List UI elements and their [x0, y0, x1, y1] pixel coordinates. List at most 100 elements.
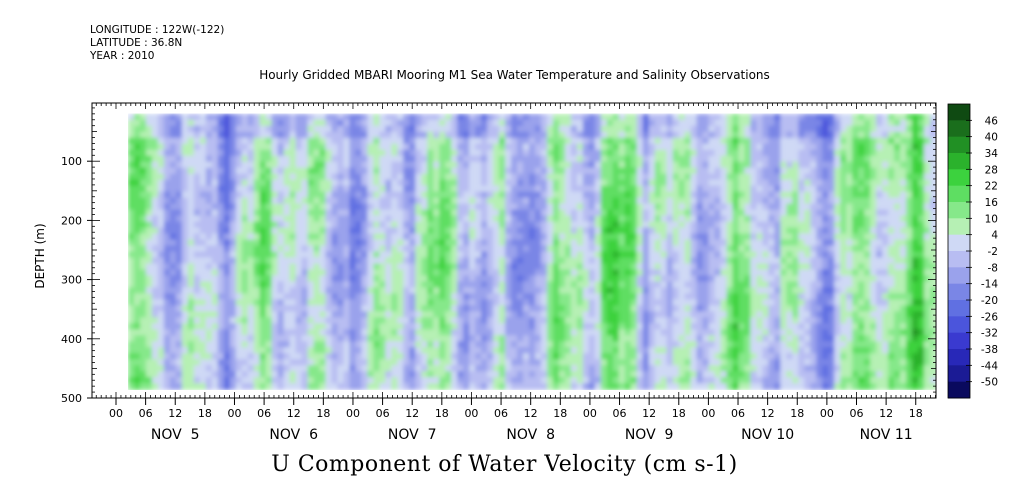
- heatmap-cell: [421, 281, 429, 289]
- heatmap-cell: [439, 197, 447, 205]
- heatmap-cell: [481, 221, 489, 229]
- heatmap-cell: [241, 311, 249, 319]
- heatmap-cell: [606, 161, 614, 169]
- heatmap-cell: [666, 197, 674, 205]
- heatmap-cell: [493, 281, 500, 289]
- heatmap-cell: [696, 287, 704, 295]
- heatmap-cell: [145, 371, 153, 379]
- heatmap-cell: [774, 161, 782, 169]
- heatmap-cell: [145, 149, 153, 157]
- heatmap-cell: [481, 263, 489, 271]
- heatmap-cell: [714, 179, 722, 187]
- heatmap-cell: [660, 203, 668, 211]
- heatmap-cell: [139, 119, 147, 127]
- heatmap-cell: [385, 251, 393, 259]
- heatmap-cell: [169, 287, 177, 295]
- heatmap-cell: [289, 203, 297, 211]
- heatmap-cell: [540, 215, 548, 223]
- heatmap-cell: [295, 353, 303, 361]
- heatmap-cell: [241, 155, 249, 163]
- heatmap-cell: [714, 143, 722, 151]
- heatmap-cell: [648, 203, 656, 211]
- heatmap-cell: [343, 257, 351, 265]
- heatmap-cell: [205, 317, 213, 325]
- heatmap-cell: [355, 161, 363, 169]
- heatmap-cell: [331, 119, 339, 127]
- heatmap-cell: [487, 347, 494, 355]
- heatmap-cell: [361, 377, 369, 385]
- heatmap-cell: [732, 125, 740, 133]
- heatmap-cell: [546, 287, 554, 295]
- heatmap-cell: [187, 203, 195, 211]
- heatmap-cell: [475, 131, 483, 139]
- heatmap-cell: [307, 239, 315, 247]
- heatmap-cell: [672, 239, 680, 247]
- heatmap-cell: [367, 377, 375, 385]
- heatmap-cell: [702, 143, 710, 151]
- heatmap-cell: [612, 161, 620, 169]
- heatmap-cell: [145, 317, 153, 325]
- heatmap-cell: [582, 137, 590, 145]
- heatmap-cell: [678, 329, 686, 337]
- heatmap-cell: [403, 227, 411, 235]
- heatmap-cell: [499, 281, 506, 289]
- heatmap-cell: [181, 221, 189, 229]
- heatmap-cell: [157, 137, 165, 145]
- heatmap-cell: [403, 383, 411, 390]
- heatmap-cell: [726, 311, 734, 319]
- heatmap-cell: [415, 185, 423, 193]
- heatmap-cell: [493, 191, 500, 199]
- heatmap-cell: [247, 287, 255, 295]
- heatmap-cell: [157, 173, 165, 181]
- heatmap-cell: [750, 335, 758, 343]
- heatmap-cell: [205, 239, 213, 247]
- heatmap-cell: [511, 287, 518, 295]
- heatmap-cell: [289, 377, 297, 385]
- heatmap-cell: [205, 203, 213, 211]
- heatmap-cell: [277, 263, 285, 271]
- heatmap-cell: [600, 155, 608, 163]
- heatmap-cell: [696, 119, 704, 127]
- heatmap-cell: [421, 353, 429, 361]
- heatmap-cell: [588, 125, 596, 133]
- heatmap-cell: [128, 251, 135, 259]
- heatmap-cell: [193, 209, 201, 217]
- heatmap-cell: [199, 341, 207, 349]
- heatmap-cell: [319, 251, 327, 259]
- heatmap-cell: [373, 251, 381, 259]
- heatmap-cell: [624, 293, 632, 301]
- heatmap-cell: [361, 323, 369, 331]
- heatmap-cell: [708, 155, 716, 163]
- heatmap-cell: [499, 323, 506, 331]
- heatmap-cell: [379, 353, 387, 361]
- heatmap-cell: [660, 293, 668, 301]
- heatmap-cell: [139, 239, 147, 247]
- heatmap-cell: [439, 371, 447, 379]
- heatmap-cell: [540, 119, 548, 127]
- heatmap-cell: [552, 203, 560, 211]
- heatmap-cell: [762, 173, 770, 181]
- heatmap-cell: [666, 221, 674, 229]
- heatmap-cell: [714, 383, 722, 390]
- heatmap-cell: [163, 197, 171, 205]
- heatmap-cell: [618, 161, 626, 169]
- heatmap-cell: [505, 287, 512, 295]
- heatmap-cell: [540, 113, 548, 121]
- heatmap-cell: [534, 173, 542, 181]
- heatmap-cell: [415, 251, 423, 259]
- heatmap-cell: [475, 197, 483, 205]
- heatmap-cell: [421, 143, 429, 151]
- heatmap-cell: [133, 311, 141, 319]
- heatmap-cell: [133, 209, 141, 217]
- heatmap-cell: [265, 245, 273, 253]
- heatmap-cell: [451, 257, 459, 265]
- heatmap-cell: [720, 293, 728, 301]
- heatmap-cell: [409, 191, 417, 199]
- heatmap-cell: [744, 233, 752, 241]
- heatmap-cell: [175, 353, 183, 361]
- heatmap-cell: [343, 323, 351, 331]
- heatmap-cell: [690, 119, 698, 127]
- heatmap-cell: [570, 251, 578, 259]
- heatmap-cell: [181, 215, 189, 223]
- heatmap-cell: [373, 299, 381, 307]
